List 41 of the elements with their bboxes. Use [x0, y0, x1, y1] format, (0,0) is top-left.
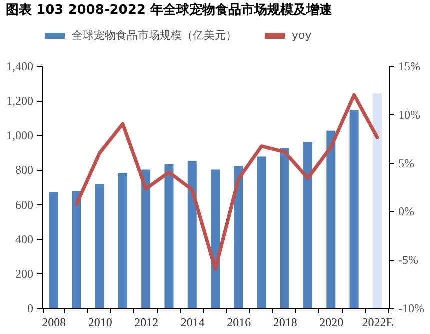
y-tick-label: 600	[16, 198, 34, 212]
y2-tick-label: -5%	[398, 253, 418, 268]
legend-label: 全球宠物食品市场规模（亿美元）	[72, 29, 237, 42]
x-tick-label: 2012	[134, 316, 159, 330]
y-tick-label: 1,200	[6, 94, 34, 108]
bar	[257, 156, 266, 308]
y2-tick-label: 15%	[398, 60, 420, 74]
bar	[118, 173, 128, 308]
bar	[49, 192, 58, 308]
bar	[350, 110, 359, 308]
bar	[280, 148, 290, 308]
x-tick-label: 2014	[180, 316, 205, 330]
y2-tick-label: 5%	[398, 156, 414, 170]
line-series	[74, 93, 380, 272]
bar	[304, 142, 313, 308]
bar	[72, 191, 82, 308]
x-tick-label: 2008	[42, 316, 66, 330]
chart-title: 图表 103 2008-2022 年全球宠物食品市场规模及增速	[6, 2, 334, 18]
bar	[188, 161, 197, 308]
y-tick-label: 0	[28, 302, 34, 316]
legend-label: yoy	[292, 29, 312, 42]
bar	[142, 170, 151, 308]
y2-tick-label: 0%	[398, 204, 414, 219]
bar	[372, 94, 382, 308]
x-tick-label: 2020	[320, 316, 344, 330]
x-tick-label: 2018	[273, 316, 298, 330]
x-tick-label: 2022E	[362, 316, 394, 330]
bar	[326, 130, 336, 308]
y-tick-label: 800	[16, 163, 34, 178]
bar	[164, 164, 174, 308]
y-tick-label: 1,000	[6, 128, 34, 143]
x-tick-label: 2016	[227, 316, 252, 330]
bar	[95, 184, 104, 308]
y2-tick-label: 10%	[398, 108, 420, 122]
y-tick-label: 1,400	[6, 60, 34, 74]
bar	[234, 166, 244, 308]
bar	[211, 170, 220, 308]
y-tick-label: 200	[16, 266, 34, 281]
y2-tick-label: -10%	[398, 302, 424, 316]
y-tick-label: 400	[16, 232, 34, 246]
x-tick-label: 2010	[88, 316, 112, 330]
